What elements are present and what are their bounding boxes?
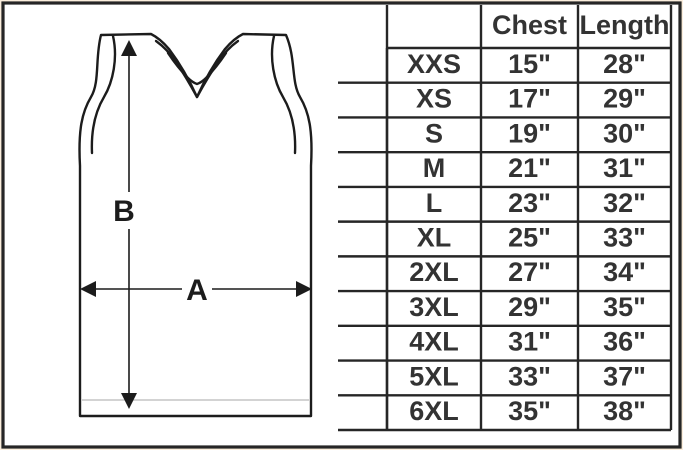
svg-text:33": 33" — [508, 361, 551, 391]
svg-text:Chest: Chest — [492, 10, 567, 40]
svg-text:27": 27" — [508, 257, 551, 287]
svg-text:XXS: XXS — [407, 49, 461, 79]
svg-text:35": 35" — [603, 292, 646, 322]
svg-text:6XL: 6XL — [409, 396, 459, 426]
svg-text:33": 33" — [603, 223, 646, 253]
svg-text:34": 34" — [603, 257, 646, 287]
svg-text:15": 15" — [508, 49, 551, 79]
svg-text:37": 37" — [603, 361, 646, 391]
svg-text:29": 29" — [508, 292, 551, 322]
svg-text:35": 35" — [508, 396, 551, 426]
svg-text:L: L — [426, 188, 443, 218]
svg-text:4XL: 4XL — [409, 327, 459, 357]
svg-text:31": 31" — [508, 327, 551, 357]
svg-text:30": 30" — [603, 118, 646, 148]
svg-text:M: M — [423, 153, 446, 183]
svg-text:5XL: 5XL — [409, 361, 459, 391]
svg-text:Length: Length — [580, 10, 670, 40]
svg-text:36": 36" — [603, 327, 646, 357]
svg-text:21": 21" — [508, 153, 551, 183]
svg-text:32": 32" — [603, 188, 646, 218]
svg-text:19": 19" — [508, 118, 551, 148]
svg-text:XS: XS — [416, 84, 452, 114]
svg-text:B: B — [113, 195, 135, 228]
svg-text:28": 28" — [603, 49, 646, 79]
svg-text:31": 31" — [603, 153, 646, 183]
svg-text:2XL: 2XL — [409, 257, 459, 287]
svg-text:38": 38" — [603, 396, 646, 426]
svg-text:A: A — [186, 274, 208, 307]
svg-text:S: S — [425, 118, 443, 148]
svg-text:23": 23" — [508, 188, 551, 218]
svg-text:XL: XL — [417, 223, 452, 253]
svg-text:17": 17" — [508, 84, 551, 114]
svg-text:29": 29" — [603, 84, 646, 114]
svg-text:3XL: 3XL — [409, 292, 459, 322]
svg-text:25": 25" — [508, 223, 551, 253]
